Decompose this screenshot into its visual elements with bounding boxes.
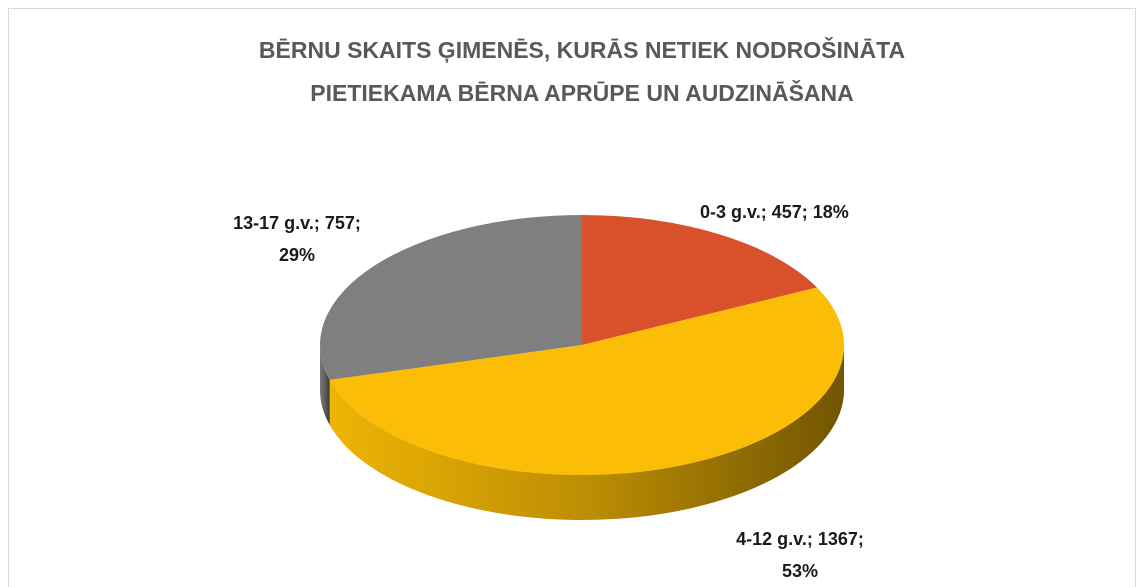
data-label: 0-3 g.v.; 457; 18% (700, 202, 849, 222)
slice (582, 215, 817, 345)
slice (320, 215, 582, 380)
data-label: 53% (782, 561, 818, 581)
slice (329, 287, 845, 476)
slice-side-shade (320, 345, 330, 425)
data-label: 4-12 g.v.; 1367; (736, 529, 864, 549)
slice-side-shade (329, 345, 845, 520)
chart-title: BĒRNU SKAITS ĢIMENĒS, KURĀS NETIEK NODRO… (259, 36, 905, 63)
data-label: 13-17 g.v.; 757; (233, 213, 361, 233)
chart-title: PIETIEKAMA BĒRNA APRŪPE UN AUDZINĀŠANA (310, 79, 854, 106)
data-label: 29% (279, 245, 315, 265)
